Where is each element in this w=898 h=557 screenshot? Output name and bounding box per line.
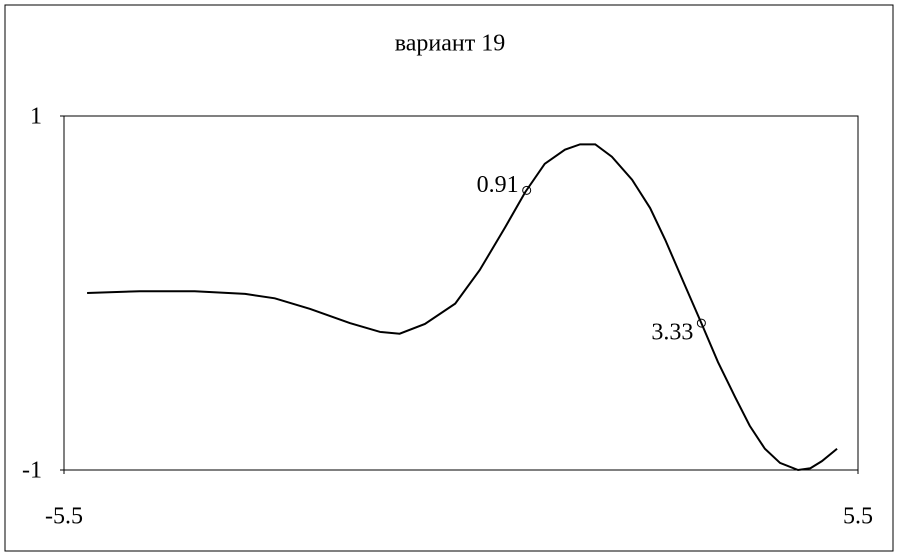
marker-label: 3.33: [651, 320, 693, 346]
chart-title: вариант 19: [395, 31, 506, 57]
x-tick-label: -5.5: [45, 504, 83, 530]
x-tick-label: 5.5: [843, 504, 873, 530]
curve: [87, 143, 838, 472]
marker-label: 0.91: [477, 172, 519, 198]
y-tick-label: 1: [30, 104, 42, 130]
marker: [696, 318, 706, 328]
chart-border: [4, 4, 894, 552]
y-tick-label: -1: [22, 458, 42, 484]
marker: [522, 185, 532, 195]
plot-area: [63, 115, 859, 471]
